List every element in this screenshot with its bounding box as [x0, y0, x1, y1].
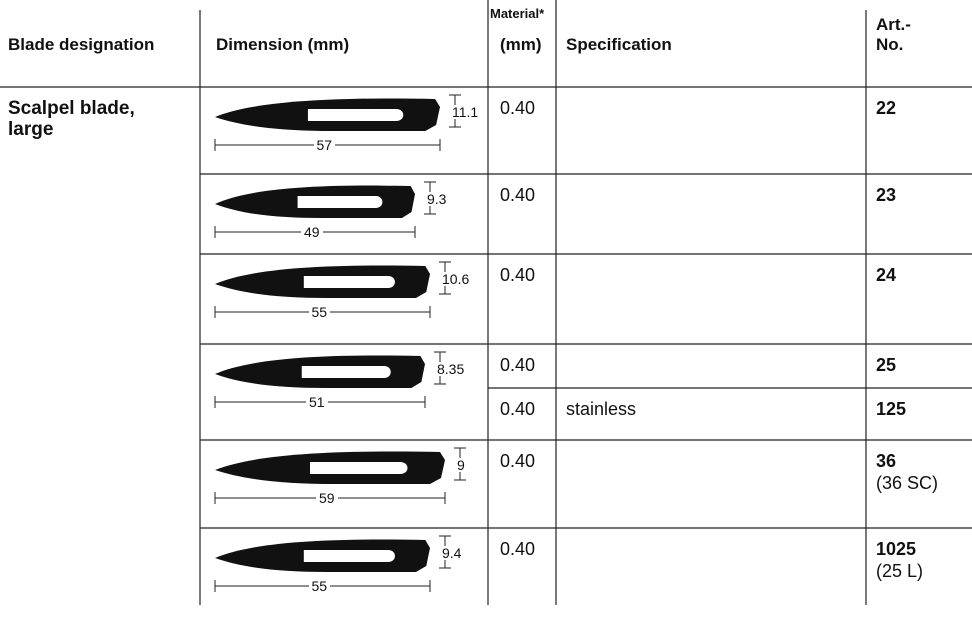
material: 0.40: [500, 355, 536, 375]
material: 0.40: [500, 185, 536, 205]
height-label: 8.35: [434, 362, 468, 376]
height-label: 10.6: [439, 272, 473, 286]
header-material: Material*: [490, 6, 545, 21]
header-designation: Blade designation: [8, 35, 155, 54]
length-label: 49: [301, 225, 323, 239]
header-material-unit: (mm): [500, 35, 542, 54]
blade: [215, 451, 445, 484]
blade-slot: [297, 196, 383, 208]
designation: Scalpel blade,: [8, 98, 135, 119]
art-alt: (36 SC): [876, 473, 939, 493]
blade-slot: [307, 109, 404, 121]
blade: [215, 185, 415, 218]
length-label: 51: [306, 395, 328, 409]
blade-slot: [303, 276, 395, 288]
art-number: 23: [876, 185, 897, 205]
art-number: 1025: [876, 539, 917, 559]
header-specification: Specification: [566, 35, 672, 54]
art-number: 125: [876, 399, 907, 419]
height-label: 11.1: [449, 105, 482, 119]
blade-slot: [301, 366, 391, 378]
length-label: 57: [313, 138, 336, 152]
material: 0.40: [500, 539, 536, 559]
blade: [215, 265, 431, 298]
length-label: 59: [316, 491, 338, 505]
length-label: 55: [308, 579, 331, 593]
height-label: 9: [454, 458, 468, 472]
specification: stainless: [566, 399, 637, 419]
blade: [215, 98, 440, 131]
header-dimension: Dimension (mm): [216, 35, 350, 54]
height-label: 9.3: [424, 192, 450, 206]
blade-slot: [310, 462, 408, 474]
material: 0.40: [500, 451, 536, 471]
material: 0.40: [500, 399, 536, 419]
blade: [215, 539, 431, 572]
art-alt: (25 L): [876, 561, 924, 581]
header-art: Art.-: [876, 15, 911, 34]
art-number: 24: [876, 265, 897, 285]
height-label: 9.4: [439, 546, 465, 560]
designation: large: [8, 119, 54, 140]
blade: [215, 355, 425, 388]
art-number: 25: [876, 355, 897, 375]
header-art-no: No.: [876, 35, 904, 54]
material: 0.40: [500, 265, 536, 285]
material: 0.40: [500, 98, 536, 118]
blade-slot: [303, 550, 395, 562]
length-label: 55: [308, 305, 331, 319]
art-number: 22: [876, 98, 897, 118]
art-number: 36: [876, 451, 897, 471]
